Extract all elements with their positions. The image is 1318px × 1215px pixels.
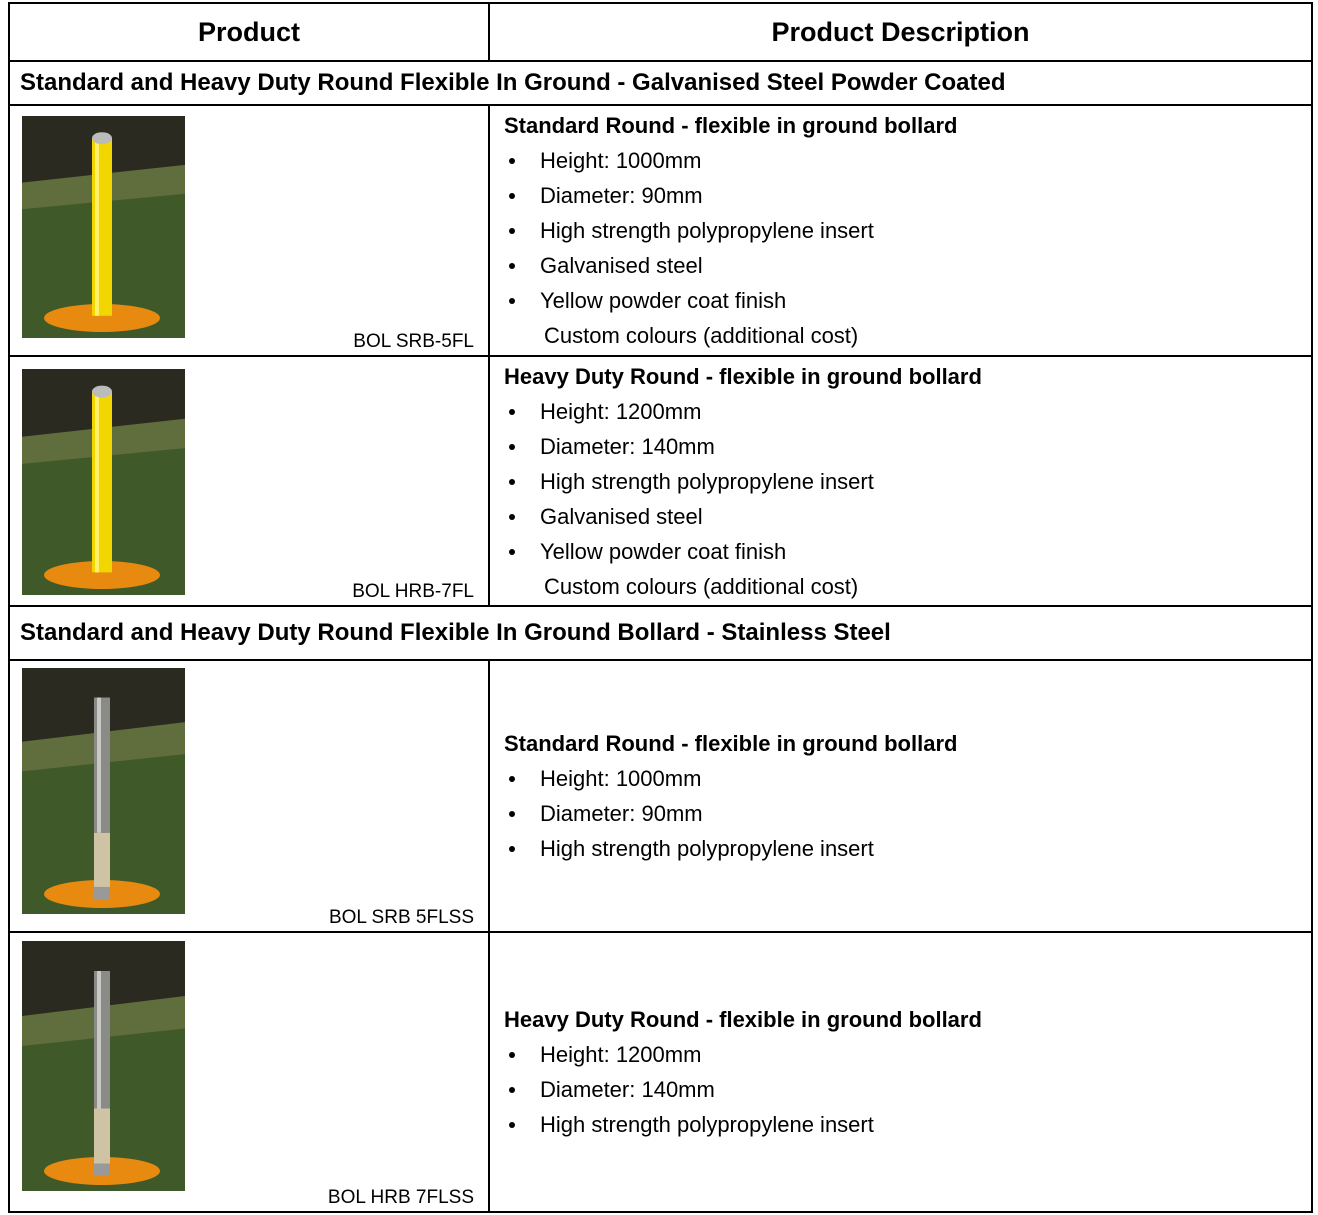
bullet-item: Yellow powder coat finish	[504, 534, 1311, 569]
product-name: Standard Round - flexible in ground boll…	[504, 113, 958, 138]
bullet-item: Height: 1200mm	[504, 394, 1311, 429]
product-code: BOL SRB-5FL	[353, 331, 474, 352]
bullet-item: High strength polypropylene insert	[504, 831, 1311, 866]
header-cell: Product Description	[771, 16, 1030, 47]
product-name: Heavy Duty Round - flexible in ground bo…	[504, 1007, 982, 1032]
product-row: BOL SRB 5FLSS Standard Round - flexible i…	[8, 661, 1313, 933]
section-row: Standard and Heavy Duty Round Flexible I…	[8, 607, 1313, 661]
product-cell: BOL SRB-5FL	[10, 106, 490, 355]
product-row: BOL HRB-7FL Heavy Duty Round - flexible i…	[8, 357, 1313, 607]
section-title: Standard and Heavy Duty Round Flexible I…	[20, 69, 1006, 96]
product-photo	[22, 941, 185, 1191]
product-note: Custom colours (additional cost)	[544, 323, 859, 348]
description-cell: Standard Round - flexible in ground boll…	[490, 106, 1311, 355]
product-code: BOL SRB 5FLSS	[328, 907, 474, 928]
bullet-item: Height: 1000mm	[504, 761, 1311, 796]
bullet-item: Diameter: 90mm	[504, 178, 1311, 213]
section-title: Standard and Heavy Duty Round Flexible I…	[20, 619, 891, 646]
description-cell: Heavy Duty Round - flexible in ground bo…	[490, 357, 1311, 605]
bullet-item: Galvanised steel	[504, 248, 1311, 283]
product-code: BOL HRB 7FLSS	[327, 1187, 474, 1208]
product-table: Product Product Description Standard and H…	[8, 2, 1313, 1213]
bullet-item: Diameter: 140mm	[504, 1072, 1311, 1107]
bullet-item: Height: 1000mm	[504, 143, 1311, 178]
bullet-item: Galvanised steel	[504, 499, 1311, 534]
product-row: BOL SRB-5FL Standard Round - flexible in …	[8, 106, 1313, 357]
bullet-item: Diameter: 140mm	[504, 429, 1311, 464]
product-cell: BOL SRB 5FLSS	[10, 661, 490, 931]
product-photo	[22, 116, 185, 338]
product-row: BOL HRB 7FLSS Heavy Duty Round - flexible…	[8, 933, 1313, 1213]
bullet-item: Yellow powder coat finish	[504, 283, 1311, 318]
bullet-item: High strength polypropylene insert	[504, 464, 1311, 499]
product-name: Standard Round - flexible in ground boll…	[504, 731, 958, 756]
product-code: BOL HRB-7FL	[352, 581, 474, 602]
product-cell: BOL HRB-7FL	[10, 357, 490, 605]
product-note: Custom colours (additional cost)	[544, 573, 859, 599]
product-photo	[22, 369, 185, 595]
bullet-item: High strength polypropylene insert	[504, 213, 1311, 248]
bullet-item: Height: 1200mm	[504, 1037, 1311, 1072]
header-cell: Product	[10, 4, 490, 60]
product-photo	[22, 668, 185, 914]
bullet-item: High strength polypropylene insert	[504, 1107, 1311, 1142]
section-row: Standard and Heavy Duty Round Flexible I…	[8, 62, 1313, 106]
product-name: Heavy Duty Round - flexible in ground bo…	[504, 363, 982, 389]
product-cell: BOL HRB 7FLSS	[10, 933, 490, 1211]
description-cell: Standard Round - flexible in ground boll…	[490, 661, 1311, 931]
header-row: Product Product Description	[8, 2, 1313, 62]
description-cell: Heavy Duty Round - flexible in ground bo…	[490, 933, 1311, 1211]
bullet-item: Diameter: 90mm	[504, 796, 1311, 831]
